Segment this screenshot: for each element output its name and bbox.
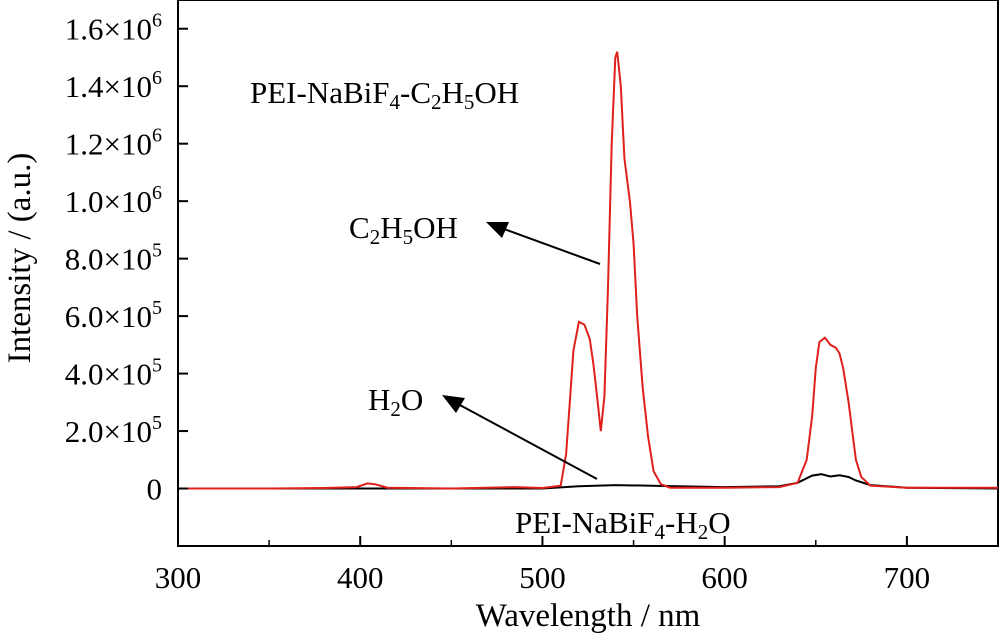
y-tick-label: 1.4×106 — [65, 67, 162, 104]
x-axis-title: Wavelength / nm — [476, 598, 701, 634]
x-tick-label: 700 — [884, 560, 931, 595]
plot-frame — [177, 0, 999, 547]
x-tick-label: 300 — [155, 560, 202, 595]
y-axis-title: Intensity / (a.u.) — [2, 153, 38, 364]
x-tick-label: 600 — [701, 560, 748, 595]
y-tick-label: 4.0×105 — [65, 355, 162, 392]
y-tick-label: 8.0×105 — [65, 240, 162, 277]
y-tick-label: 1.6×106 — [65, 10, 162, 47]
ethanol-arrow-shaft — [503, 228, 601, 265]
ethanol-arrow-head — [486, 222, 509, 238]
ethanol-curve-label: C2H5OH — [349, 210, 458, 249]
water-sample-title: PEI-NaBiF4-H2O — [515, 505, 731, 544]
plot-area — [177, 0, 999, 547]
ethanol-spectrum-line — [178, 51, 998, 490]
y-tick-label: 6.0×105 — [65, 297, 162, 334]
x-tick-label: 500 — [519, 560, 566, 595]
y-axis-ticks: 0 2.0×105 4.0×105 6.0×105 8.0×105 1.0×106 1.2×… — [65, 10, 188, 507]
x-axis-ticks: 300 400 500 600 700 — [155, 536, 930, 595]
water-arrow-head — [442, 395, 465, 413]
ethanol-sample-title: PEI-NaBiF4-C2H5OH — [250, 75, 519, 114]
water-spectrum-line — [178, 473, 999, 490]
y-tick-label: 2.0×105 — [65, 412, 162, 449]
y-tick-label: 0 — [147, 472, 163, 507]
x-tick-label: 400 — [337, 560, 384, 595]
y-tick-label: 1.2×106 — [65, 125, 162, 162]
water-arrow-shaft — [457, 403, 598, 480]
water-curve-label: H2O — [368, 382, 423, 421]
y-tick-label: 1.0×106 — [65, 182, 162, 219]
